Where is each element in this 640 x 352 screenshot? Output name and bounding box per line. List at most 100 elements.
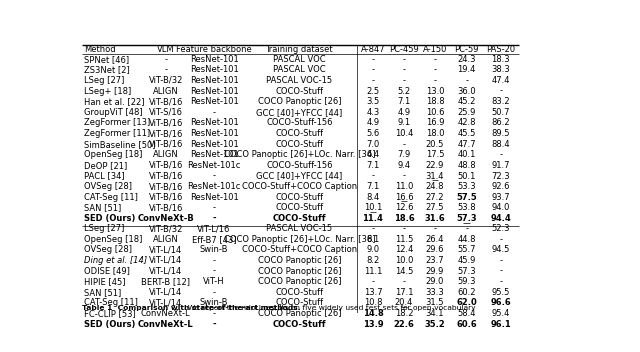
Text: 35.2: 35.2	[424, 320, 445, 329]
Text: 22.9: 22.9	[426, 161, 444, 170]
Text: 11.4: 11.4	[362, 214, 383, 223]
Text: OpenSeg [18]: OpenSeg [18]	[84, 235, 142, 244]
Text: 13.9: 13.9	[363, 320, 383, 329]
Text: 19.4: 19.4	[458, 65, 476, 74]
Text: -: -	[499, 266, 502, 276]
Text: ViT-H: ViT-H	[204, 277, 225, 286]
Text: SAN [51]: SAN [51]	[84, 203, 121, 213]
Text: GCC [40]+YFCC [44]: GCC [40]+YFCC [44]	[256, 171, 342, 181]
Text: ViT-L/14: ViT-L/14	[149, 245, 182, 254]
Text: -: -	[403, 76, 406, 85]
Text: 31.6: 31.6	[424, 214, 445, 223]
Text: -: -	[212, 171, 216, 181]
Text: GroupViT [48]: GroupViT [48]	[84, 108, 143, 117]
Text: 92.6: 92.6	[492, 182, 510, 191]
Text: COCO-Stuff: COCO-Stuff	[275, 203, 323, 213]
Text: 25.9: 25.9	[458, 108, 476, 117]
Text: -: -	[433, 76, 436, 85]
Text: 60.6: 60.6	[456, 320, 477, 329]
Text: -: -	[371, 277, 374, 286]
Text: OpenSeg [18]: OpenSeg [18]	[84, 150, 142, 159]
Text: ZS3Net [2]: ZS3Net [2]	[84, 65, 130, 74]
Text: -: -	[212, 108, 216, 117]
Text: 18.8: 18.8	[426, 97, 444, 106]
Text: ResNet-101c: ResNet-101c	[188, 161, 241, 170]
Text: -: -	[212, 320, 216, 329]
Text: -: -	[403, 140, 406, 149]
Text: -: -	[499, 256, 502, 265]
Text: 94.4: 94.4	[490, 214, 511, 223]
Text: COCO-Stuff-156: COCO-Stuff-156	[266, 118, 333, 127]
Text: -: -	[403, 277, 406, 286]
Text: 29.9: 29.9	[426, 266, 444, 276]
Text: 24.8: 24.8	[426, 182, 444, 191]
Text: CAT-Seg [11]: CAT-Seg [11]	[84, 193, 138, 202]
Text: 88.4: 88.4	[492, 140, 510, 149]
Text: 8.1: 8.1	[366, 235, 380, 244]
Text: COCO Panoptic [26]: COCO Panoptic [26]	[257, 256, 341, 265]
Text: -: -	[465, 224, 468, 233]
Text: SAN [51]: SAN [51]	[84, 288, 121, 297]
Text: 4.9: 4.9	[397, 108, 410, 117]
Text: COCO-Stuff+COCO Caption: COCO-Stuff+COCO Caption	[242, 182, 357, 191]
Text: FC-CLIP [53]: FC-CLIP [53]	[84, 309, 136, 318]
Text: 94.5: 94.5	[492, 245, 510, 254]
Text: 40.1: 40.1	[458, 150, 476, 159]
Text: 7.1: 7.1	[366, 182, 380, 191]
Text: LSeg [27]: LSeg [27]	[84, 76, 124, 85]
Text: ODISE [49]: ODISE [49]	[84, 266, 130, 276]
Text: 27.5: 27.5	[426, 203, 444, 213]
Text: COCO Panoptic [26]: COCO Panoptic [26]	[257, 266, 341, 276]
Text: 17.1: 17.1	[395, 288, 413, 297]
Text: 17.5: 17.5	[426, 150, 444, 159]
Text: 20.5: 20.5	[426, 140, 444, 149]
Text: 94.0: 94.0	[492, 203, 510, 213]
Text: 7.1: 7.1	[397, 97, 411, 106]
Text: -: -	[403, 55, 406, 64]
Text: 10.4: 10.4	[395, 129, 413, 138]
Text: 10.8: 10.8	[364, 298, 382, 307]
Text: 23.7: 23.7	[426, 256, 444, 265]
Text: 4.3: 4.3	[366, 108, 380, 117]
Text: BERT-B [12]: BERT-B [12]	[141, 277, 190, 286]
Text: -: -	[371, 76, 374, 85]
Text: 16.6: 16.6	[395, 193, 413, 202]
Text: COCO-Stuff: COCO-Stuff	[275, 288, 323, 297]
Text: PACL [34]: PACL [34]	[84, 171, 125, 181]
Text: 52.3: 52.3	[492, 224, 510, 233]
Text: -: -	[433, 224, 436, 233]
Text: 33.3: 33.3	[426, 288, 444, 297]
Text: ConvNeXt-B: ConvNeXt-B	[137, 214, 194, 223]
Text: Table 1  Comparison with state-of-the-art methods.: Table 1 Comparison with state-of-the-art…	[83, 305, 301, 311]
Text: 12.4: 12.4	[395, 245, 413, 254]
Text: ViT-B/32: ViT-B/32	[148, 224, 183, 233]
Text: ResNet-101: ResNet-101	[189, 140, 239, 149]
Text: 31.4: 31.4	[426, 171, 444, 181]
Text: -: -	[212, 214, 216, 223]
Text: -: -	[465, 76, 468, 85]
Text: ViT-B/16: ViT-B/16	[148, 118, 183, 127]
Text: ViT-B/32: ViT-B/32	[148, 76, 183, 85]
Text: 2.5: 2.5	[366, 87, 380, 95]
Text: OVSeg [28]: OVSeg [28]	[84, 182, 132, 191]
Text: ResNet-101: ResNet-101	[189, 55, 239, 64]
Text: ResNet-101c: ResNet-101c	[188, 182, 241, 191]
Text: -: -	[164, 65, 167, 74]
Text: 26.4: 26.4	[426, 235, 444, 244]
Text: -: -	[164, 55, 167, 64]
Text: ResNet-101: ResNet-101	[189, 118, 239, 127]
Text: ViT-B/16: ViT-B/16	[148, 129, 183, 138]
Text: 44.8: 44.8	[458, 235, 476, 244]
Text: 86.2: 86.2	[492, 118, 510, 127]
Text: 7.9: 7.9	[397, 150, 411, 159]
Text: PASCAL VOC-15: PASCAL VOC-15	[266, 224, 332, 233]
Text: ViT-L/14: ViT-L/14	[149, 266, 182, 276]
Text: -: -	[371, 65, 374, 74]
Text: ALIGN: ALIGN	[153, 87, 179, 95]
Text: ViT-B/16: ViT-B/16	[148, 161, 183, 170]
Text: COCO-Stuff: COCO-Stuff	[275, 87, 323, 95]
Text: ViT-B/16: ViT-B/16	[148, 182, 183, 191]
Text: PASCAL VOC: PASCAL VOC	[273, 65, 326, 74]
Text: 7.1: 7.1	[366, 161, 380, 170]
Text: LSeg+ [18]: LSeg+ [18]	[84, 87, 131, 95]
